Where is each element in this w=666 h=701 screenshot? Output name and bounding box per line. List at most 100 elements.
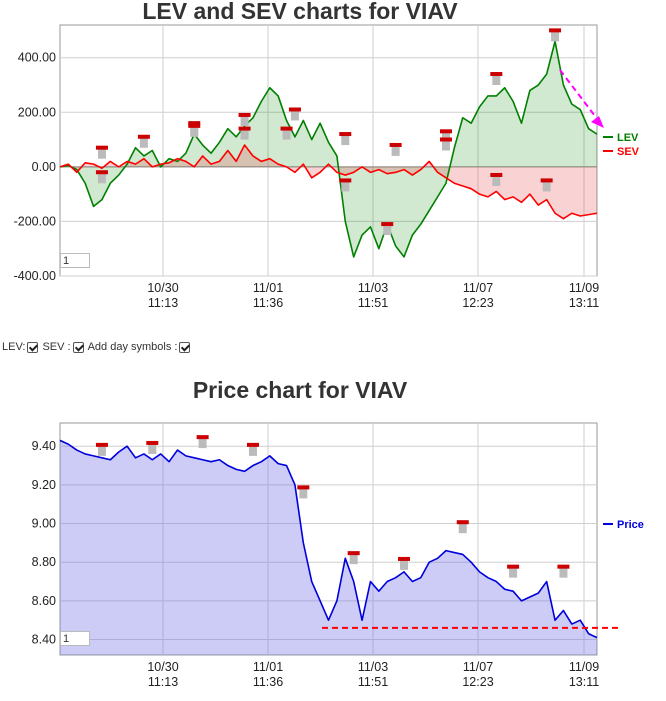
lev-sev-legend: LEV SEV xyxy=(603,132,640,158)
trend-arrow-line xyxy=(559,69,599,121)
lev-checkbox-label: LEV: xyxy=(2,341,26,353)
day-symbols-checkbox-label: Add day symbols : xyxy=(87,341,178,353)
day-marker-cap xyxy=(188,121,201,126)
day-marker-stem xyxy=(190,126,199,137)
x-tick-date: 11/09 xyxy=(569,660,599,674)
day-marker-cap xyxy=(280,126,293,131)
x-tick-date: 11/03 xyxy=(358,660,388,674)
price-fill xyxy=(60,440,597,655)
x-tick-date: 11/03 xyxy=(358,281,388,295)
day-marker-stem xyxy=(341,135,350,146)
day-marker-cap xyxy=(439,137,452,142)
y-tick-label: -400.00 xyxy=(14,269,56,283)
day-marker-cap xyxy=(95,442,108,447)
price-legend-label: Price xyxy=(617,519,644,531)
day-marker-stem xyxy=(458,523,467,534)
day-marker-stem xyxy=(148,443,157,454)
day-marker-stem xyxy=(290,110,299,121)
price-area xyxy=(60,440,597,655)
sev-checkbox[interactable] xyxy=(72,341,84,353)
y-tick-label: 9.40 xyxy=(32,439,56,453)
day-marker-stem xyxy=(542,181,551,192)
day-marker-stem xyxy=(240,129,249,140)
day-marker-cap xyxy=(507,564,520,569)
day-marker-stem xyxy=(492,175,501,186)
lev-area xyxy=(60,41,597,257)
day-marker-stem xyxy=(97,148,106,159)
sev-area xyxy=(60,145,597,219)
x-tick-time: 11:51 xyxy=(358,296,388,310)
lev-sev-lines xyxy=(59,40,598,258)
chart-controls: LEV: SEV : Add day symbols : xyxy=(2,341,194,353)
price-gridlines xyxy=(59,422,598,656)
day-marker-stem xyxy=(391,145,400,156)
day-symbols-checkbox[interactable] xyxy=(179,341,191,353)
y-tick-label: 400.00 xyxy=(18,51,56,65)
day-marker-cap xyxy=(549,28,562,33)
x-tick-time: 13:11 xyxy=(569,296,599,310)
x-tick-time: 11:36 xyxy=(253,675,283,689)
lev-sev-fills xyxy=(60,41,597,257)
day-marker-cap xyxy=(398,556,411,561)
day-marker-cap xyxy=(439,129,452,134)
y-tick-label: 8.80 xyxy=(32,555,56,569)
lev-legend-label: LEV xyxy=(617,132,639,144)
day-marker-stem xyxy=(282,129,291,140)
lev-line xyxy=(59,40,598,258)
lev-sev-chart-title: LEV and SEV charts for VIAV xyxy=(142,0,458,24)
day-marker-stem xyxy=(198,438,207,449)
day-marker-stem xyxy=(139,137,148,148)
x-tick-date: 11/07 xyxy=(463,281,493,295)
y-tick-label: 8.40 xyxy=(32,633,56,647)
day-marker-cap xyxy=(238,112,251,117)
trend-arrow-head xyxy=(591,116,604,128)
day-marker-cap xyxy=(456,520,469,525)
day-marker-cap xyxy=(389,142,402,147)
sev-legend-label: SEV xyxy=(617,146,640,158)
day-marker-cap xyxy=(196,435,209,440)
price-legend: Price xyxy=(603,519,644,531)
x-tick-date: 10/30 xyxy=(147,660,178,674)
sev-checkbox-label: SEV : xyxy=(42,341,71,353)
day-marker-stem xyxy=(509,567,518,578)
price-y-axis: 9.40 9.20 9.00 8.80 8.60 8.40 xyxy=(32,439,56,646)
day-marker-cap xyxy=(95,170,108,175)
y-tick-label: 8.60 xyxy=(32,594,56,608)
y-tick-label: 200.00 xyxy=(18,105,56,119)
day-marker-stem xyxy=(341,181,350,192)
sev-line xyxy=(59,144,598,220)
lev-checkbox[interactable] xyxy=(27,341,39,353)
lev-page-input[interactable]: 1 xyxy=(60,253,90,268)
x-tick-date: 10/30 xyxy=(147,281,178,295)
day-marker-stem xyxy=(240,115,249,126)
day-marker-stem xyxy=(441,140,450,151)
lev-gridlines xyxy=(59,24,598,277)
day-marker-stem xyxy=(441,132,450,143)
trend-arrow xyxy=(559,69,604,128)
day-marker-stem xyxy=(299,488,308,499)
day-marker-cap xyxy=(540,178,553,183)
price-chart-title: Price chart for VIAV xyxy=(192,377,408,403)
day-marker-cap xyxy=(246,442,259,447)
day-marker-cap xyxy=(297,485,310,490)
day-marker-stem xyxy=(559,567,568,578)
day-marker-stem xyxy=(551,31,560,42)
x-tick-time: 13:11 xyxy=(569,675,599,689)
day-marker-cap xyxy=(490,72,503,77)
y-tick-label: 0.00 xyxy=(32,160,56,174)
day-marker-stem xyxy=(248,445,257,456)
lev-y-axis: 400.00 200.00 0.00 -200.00 -400.00 xyxy=(14,51,56,283)
day-marker-stem xyxy=(492,75,501,86)
day-marker-cap xyxy=(137,134,150,139)
x-tick-time: 12:23 xyxy=(462,296,493,310)
day-marker-cap xyxy=(238,126,251,131)
day-marker-cap xyxy=(557,564,570,569)
price-page-input[interactable]: 1 xyxy=(60,631,90,646)
day-marker-stem xyxy=(349,554,358,565)
x-tick-date: 11/07 xyxy=(463,660,493,674)
x-tick-time: 12:23 xyxy=(462,675,493,689)
price-line xyxy=(59,439,598,639)
lev-day-markers xyxy=(95,28,562,236)
